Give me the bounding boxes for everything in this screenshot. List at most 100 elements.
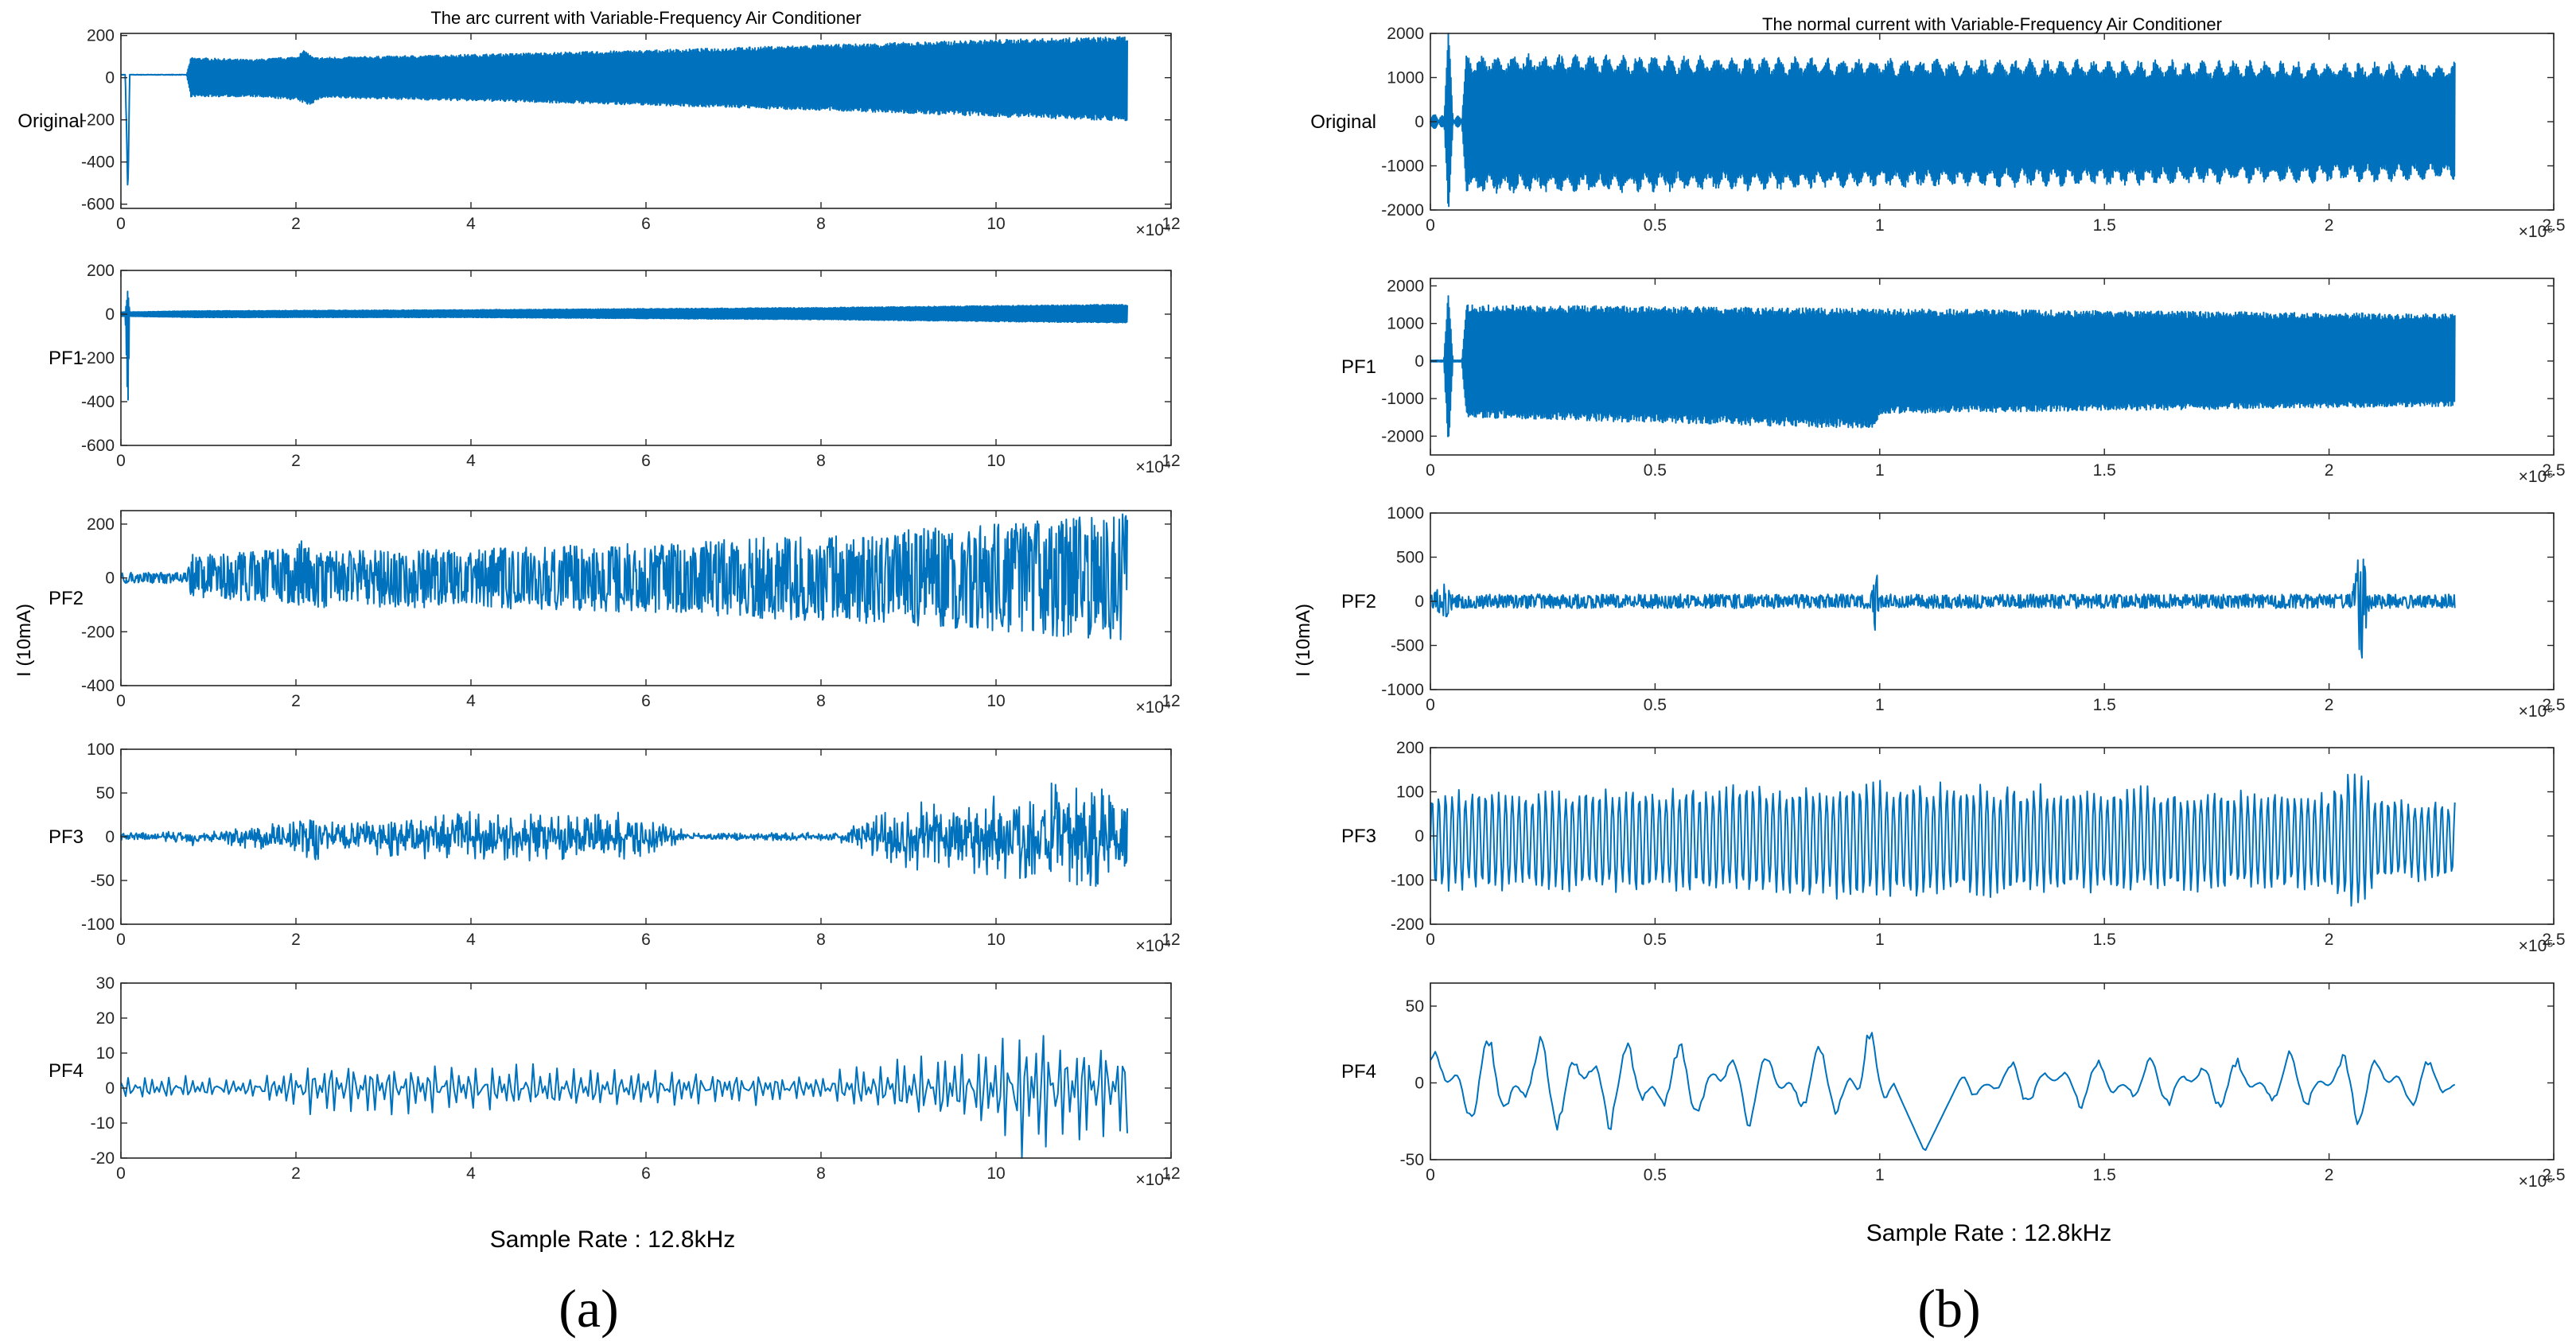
y-tick-label: 50 bbox=[96, 784, 115, 803]
x-tick-label: 0 bbox=[1426, 931, 1435, 949]
y-tick-label: 1000 bbox=[1387, 504, 1424, 523]
x-exponent-label: ×10⁵ bbox=[2519, 1172, 2554, 1191]
x-tick-label: 2 bbox=[291, 452, 301, 470]
x-tick-label: 12 bbox=[1162, 452, 1180, 470]
y-tick-label: -400 bbox=[81, 393, 115, 411]
x-tick-label: 6 bbox=[641, 692, 651, 710]
x-tick-label: 2 bbox=[291, 1164, 301, 1183]
x-tick-label: 1 bbox=[1875, 696, 1885, 714]
x-tick-label: 4 bbox=[466, 692, 476, 710]
y-tick-label: 500 bbox=[1396, 549, 1424, 567]
y-tick-label: 30 bbox=[96, 974, 115, 993]
x-tick-label: 2 bbox=[2325, 931, 2334, 949]
signal-trace-pf2 bbox=[120, 513, 1128, 640]
subplot-label: PF1 bbox=[1341, 356, 1376, 378]
y-tick-label: -600 bbox=[81, 196, 115, 214]
x-tick-label: 0.5 bbox=[1644, 216, 1667, 235]
panel-a-label: (a) bbox=[558, 1278, 618, 1339]
y-tick-label: 0 bbox=[1414, 113, 1424, 131]
y-tick-label: -50 bbox=[91, 872, 115, 890]
panel-b-label: (b) bbox=[1917, 1278, 1980, 1339]
y-tick-label: -500 bbox=[1391, 637, 1424, 655]
subplot-label: PF1 bbox=[49, 348, 84, 369]
y-tick-label: 50 bbox=[1406, 997, 1424, 1016]
subplot-label: PF2 bbox=[49, 588, 84, 609]
axes-frame bbox=[120, 270, 1172, 446]
x-tick-label: 6 bbox=[641, 452, 651, 470]
signal-trace-original bbox=[1430, 33, 2456, 208]
y-tick-label: -10 bbox=[91, 1114, 115, 1133]
x-tick-label: 2 bbox=[2325, 696, 2334, 714]
x-tick-label: 0.5 bbox=[1644, 696, 1667, 714]
y-tick-label: -600 bbox=[81, 437, 115, 455]
x-tick-label: 0 bbox=[116, 692, 126, 710]
subplot-pf2: 0 0.5 1 1.5 2 2.5×10⁵ 1000 500 0 -500 -1000 PF2 bbox=[1341, 504, 2566, 721]
y-tick-label: -200 bbox=[81, 349, 115, 367]
chart-title: The normal current with Variable-Frequen… bbox=[1762, 14, 2222, 34]
subplot-label: PF3 bbox=[49, 826, 84, 848]
signal-trace-pf1 bbox=[120, 290, 1128, 401]
y-tick-label: -2000 bbox=[1381, 201, 1424, 220]
subplot-pf1: 0 2 4 6 8 10 12×10⁴ 200 0 -200 -400 -600 PF1 bbox=[49, 262, 1181, 476]
subplot-label: PF2 bbox=[1341, 591, 1376, 612]
y-tick-label: 200 bbox=[87, 515, 115, 534]
x-tick-label: 2 bbox=[2325, 216, 2334, 235]
x-tick-label: 1 bbox=[1875, 1166, 1885, 1184]
x-tick-label: 4 bbox=[466, 1164, 476, 1183]
subplot-label: PF4 bbox=[49, 1060, 84, 1082]
x-tick-label: 2.5 bbox=[2542, 216, 2565, 235]
y-tick-label: -20 bbox=[91, 1149, 115, 1168]
axes-frame bbox=[1430, 278, 2555, 456]
x-tick-label: 1.5 bbox=[2093, 931, 2116, 949]
x-tick-label: 12 bbox=[1162, 692, 1180, 710]
x-tick-label: 12 bbox=[1162, 1164, 1180, 1183]
axes-frame bbox=[1430, 982, 2555, 1160]
x-tick-label: 0.5 bbox=[1644, 461, 1667, 480]
x-tick-label: 0 bbox=[1426, 461, 1435, 480]
y-tick-label: -1000 bbox=[1381, 157, 1424, 176]
x-tick-label: 2.5 bbox=[2542, 461, 2565, 480]
x-tick-label: 10 bbox=[986, 692, 1005, 710]
y-tick-label: -50 bbox=[1400, 1151, 1424, 1169]
subplot-original: 0 0.5 1 1.5 2 2.5×10⁵ 2000 1000 0 -1000 -2000 Origi… bbox=[1310, 25, 2565, 241]
x-tick-label: 1.5 bbox=[2093, 1166, 2116, 1184]
x-tick-label: 2.5 bbox=[2542, 696, 2565, 714]
panel-a-sample-rate: Sample Rate : 12.8kHz bbox=[490, 1226, 735, 1253]
y-tick-label: -400 bbox=[81, 154, 115, 172]
x-tick-label: 1.5 bbox=[2093, 696, 2116, 714]
signal-trace-pf3 bbox=[120, 782, 1128, 887]
x-tick-label: 1 bbox=[1875, 461, 1885, 480]
x-tick-label: 2.5 bbox=[2542, 931, 2565, 949]
y-tick-label: -2000 bbox=[1381, 427, 1424, 445]
x-tick-label: 2 bbox=[291, 215, 301, 233]
axes-frame bbox=[120, 982, 1172, 1159]
y-tick-label: 100 bbox=[1396, 783, 1424, 802]
x-tick-label: 1 bbox=[1875, 931, 1885, 949]
x-exponent-label: ×10⁴ bbox=[1135, 458, 1171, 476]
x-tick-label: 10 bbox=[986, 1164, 1005, 1183]
x-tick-label: 1.5 bbox=[2093, 461, 2116, 480]
signal-trace-pf1 bbox=[1430, 295, 2456, 437]
x-tick-label: 0 bbox=[1426, 1166, 1435, 1184]
subplot-label: PF3 bbox=[1341, 826, 1376, 847]
x-tick-label: 1.5 bbox=[2093, 216, 2116, 235]
x-tick-label: 0 bbox=[116, 452, 126, 470]
y-tick-label: -200 bbox=[1391, 915, 1424, 934]
subplot-pf4: 0 2 4 6 8 10 12×10⁴ 30 20 10 0 -10 -20 PF4 bbox=[49, 974, 1181, 1189]
x-exponent-label: ×10⁵ bbox=[2519, 702, 2554, 721]
x-tick-label: 0 bbox=[1426, 216, 1435, 235]
subplot-pf3: 0 2 4 6 8 10 12×10⁴ 100 50 0 -50 -100 PF3 bbox=[49, 740, 1181, 955]
y-tick-label: -1000 bbox=[1381, 390, 1424, 408]
panel-a-ylabel: I (10mA) bbox=[14, 604, 35, 677]
x-tick-label: 0 bbox=[116, 215, 126, 233]
y-tick-label: 0 bbox=[105, 69, 115, 87]
signal-trace-pf2 bbox=[1430, 558, 2456, 659]
y-tick-label: 200 bbox=[87, 262, 115, 280]
x-tick-label: 2 bbox=[291, 692, 301, 710]
panel-b-ylabel: I (10mA) bbox=[1293, 604, 1314, 677]
x-tick-label: 10 bbox=[986, 931, 1005, 949]
subplot-label: PF4 bbox=[1341, 1061, 1376, 1083]
y-tick-label: 0 bbox=[1414, 352, 1424, 371]
